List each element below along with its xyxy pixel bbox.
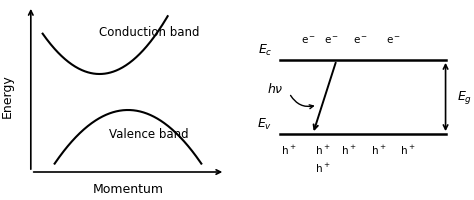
Text: h$^+$: h$^+$ <box>341 143 356 157</box>
Text: h$^+$: h$^+$ <box>315 161 330 175</box>
Text: h$^+$: h$^+$ <box>315 143 330 157</box>
Text: e$^-$: e$^-$ <box>324 34 339 46</box>
Text: Conduction band: Conduction band <box>99 25 200 38</box>
Text: $h\nu$: $h\nu$ <box>266 82 283 96</box>
Text: h$^+$: h$^+$ <box>400 143 415 157</box>
Text: e$^-$: e$^-$ <box>353 34 368 46</box>
Text: e$^-$: e$^-$ <box>301 34 316 46</box>
Text: $E_v$: $E_v$ <box>257 117 273 132</box>
Text: h$^+$: h$^+$ <box>282 143 297 157</box>
Text: e$^-$: e$^-$ <box>386 34 401 46</box>
Text: Valence band: Valence band <box>109 128 189 140</box>
Text: $E_g$: $E_g$ <box>457 88 473 106</box>
Text: h$^+$: h$^+$ <box>372 143 387 157</box>
Text: Momentum: Momentum <box>92 183 164 196</box>
Text: Energy: Energy <box>0 74 14 118</box>
Text: $E_c$: $E_c$ <box>258 43 273 58</box>
